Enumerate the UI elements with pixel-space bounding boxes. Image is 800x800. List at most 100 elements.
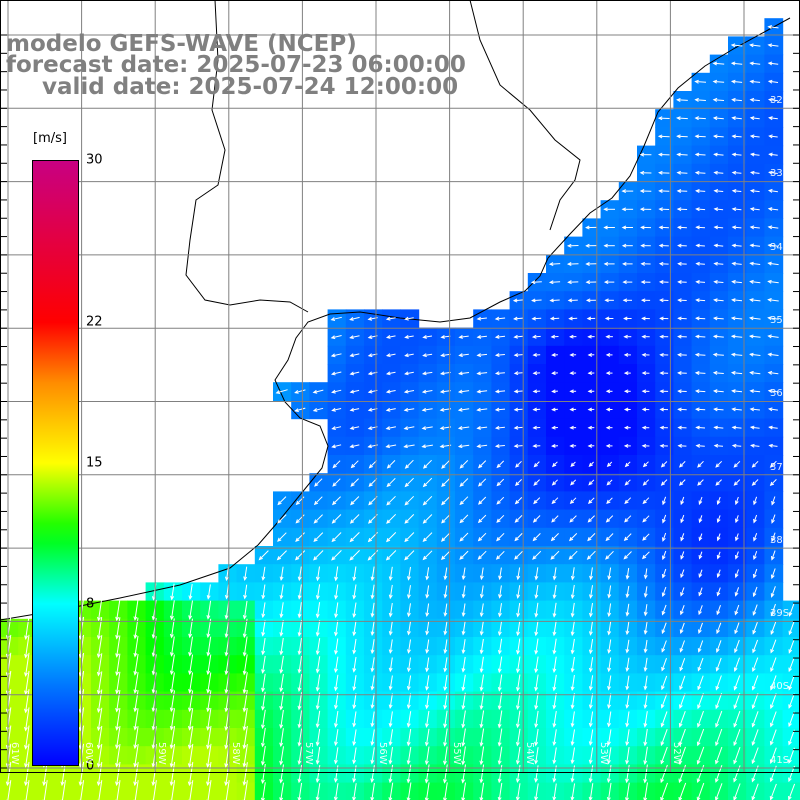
wind-arrow [731, 97, 742, 102]
wind-arrow [661, 658, 667, 672]
wind-arrow [534, 728, 539, 747]
wind-arrow [749, 170, 760, 175]
wind-arrow [403, 389, 415, 394]
wind-arrow [712, 370, 724, 375]
wind-arrow [641, 316, 650, 321]
wind-arrow [461, 639, 466, 655]
wind-arrow [514, 497, 523, 505]
wind-arrow [24, 689, 30, 714]
wind-arrow [206, 584, 211, 600]
wind-arrow [643, 675, 648, 691]
wind-arrow [606, 782, 612, 800]
wind-arrow [494, 316, 506, 321]
wind-arrow [494, 407, 506, 412]
wind-arrow [607, 675, 612, 691]
wind-arrow [788, 603, 795, 617]
wind-arrow [242, 690, 248, 713]
wind-arrow [588, 783, 594, 800]
wind-arrow [660, 479, 668, 486]
wind-arrow [206, 636, 212, 657]
wind-arrow [423, 459, 432, 469]
wind-arrow [660, 693, 668, 709]
wind-arrow [115, 617, 121, 640]
wind-arrow [551, 371, 558, 376]
wind-arrow [585, 298, 596, 303]
wind-arrow [352, 783, 357, 800]
wind-arrow [370, 584, 375, 600]
wind-arrow [716, 496, 721, 505]
wind-arrow [457, 389, 470, 394]
wind-arrow [767, 334, 779, 339]
wind-arrow [422, 353, 433, 358]
wind-arrow [404, 459, 414, 469]
wind-arrow [713, 225, 724, 230]
wind-arrow [440, 334, 451, 339]
wind-arrow [731, 225, 742, 230]
wind-arrow [680, 551, 685, 560]
wind-arrow [461, 728, 466, 747]
wind-arrow [679, 675, 686, 691]
wind-arrow [731, 116, 742, 121]
wind-arrow [623, 334, 632, 339]
wind-arrow [133, 780, 139, 800]
wind-arrow [588, 693, 594, 710]
wind-arrow [771, 550, 776, 561]
wind-arrow [151, 761, 157, 787]
wind-arrow [514, 533, 523, 542]
wind-arrow [441, 478, 451, 487]
wind-arrow [588, 497, 595, 504]
wind-arrow [569, 515, 577, 523]
wind-arrow [588, 675, 594, 691]
wind-arrow [661, 675, 668, 691]
wind-arrow [370, 711, 375, 728]
wind-arrow [532, 371, 541, 376]
wind-arrow [588, 461, 594, 468]
wind-arrow [497, 710, 503, 729]
wind-arrow [570, 656, 575, 673]
wind-arrow [24, 616, 30, 640]
wind-arrow [315, 692, 321, 710]
wind-arrow [333, 783, 339, 800]
color-scale-bar [32, 160, 79, 766]
wind-arrow [713, 407, 724, 412]
wind-arrow [331, 532, 342, 543]
wind-arrow [622, 298, 632, 303]
wind-arrow [623, 389, 631, 394]
wind-arrow [658, 225, 669, 230]
wind-arrow [788, 639, 795, 654]
wind-arrow [370, 693, 375, 710]
wind-arrow [662, 550, 667, 561]
wind-arrow [643, 639, 648, 654]
wind-arrow [407, 566, 411, 581]
wind-arrow [570, 479, 577, 486]
wind-arrow [279, 620, 284, 637]
wind-arrow [206, 725, 212, 750]
wind-arrow [385, 550, 397, 561]
wind-arrow [771, 532, 776, 543]
wind-arrow [476, 425, 488, 430]
wind-arrow [752, 622, 758, 635]
wind-arrow [330, 353, 342, 358]
wind-arrow [512, 298, 524, 303]
wind-arrow [261, 673, 266, 693]
wind-arrow [243, 584, 248, 600]
wind-arrow [388, 782, 394, 800]
wind-arrow [331, 514, 342, 524]
wind-arrow [315, 584, 321, 600]
wind-arrow [404, 316, 414, 321]
wind-arrow [677, 316, 687, 321]
wind-arrow [349, 353, 360, 358]
wind-arrow [24, 652, 30, 677]
wind-arrow [712, 79, 725, 84]
wind-arrow [731, 170, 742, 175]
wind-arrow [588, 479, 595, 486]
wind-arrow [404, 550, 415, 561]
wind-arrow [731, 261, 742, 266]
wind-arrow [242, 744, 248, 768]
wind-arrow [731, 152, 742, 157]
wind-arrow [457, 425, 470, 430]
wind-arrow [169, 743, 176, 768]
wind-arrow [694, 389, 706, 394]
wind-arrow [569, 371, 577, 376]
